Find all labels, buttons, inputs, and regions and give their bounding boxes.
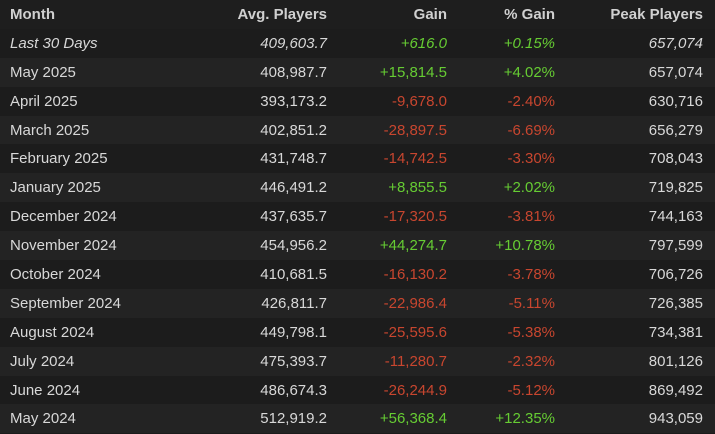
table-cell: 719,825 bbox=[648, 179, 703, 197]
table-cell: -5.11% bbox=[508, 294, 555, 312]
table-cell: 431,748.7 bbox=[260, 150, 327, 168]
table-cell: 734,381 bbox=[648, 323, 703, 341]
table-cell: -3.78% bbox=[507, 265, 555, 283]
table-row: January 2025 446,491.2 +8,855.5 +2.02% 719,8… bbox=[0, 173, 715, 203]
table-cell: April 2025 bbox=[10, 92, 78, 110]
table-cell: -5.38% bbox=[507, 323, 555, 341]
table-row: June 2024 486,674.3 -26,244.9 -5.12% 869,492 bbox=[0, 375, 715, 405]
table-cell: July 2024 bbox=[10, 352, 75, 370]
table-cell: 437,635.7 bbox=[260, 208, 327, 226]
table-cell: 402,851.2 bbox=[260, 121, 327, 139]
table-cell: -11,280.7 bbox=[384, 352, 447, 370]
table-cell: 656,279 bbox=[648, 121, 703, 139]
table-cell: 797,599 bbox=[648, 237, 703, 255]
table-cell: +616.0 bbox=[400, 34, 447, 52]
table-row: December 2024 437,635.7 -17,320.5 -3.81% 744… bbox=[0, 202, 715, 232]
table-cell: 408,987.7 bbox=[260, 63, 327, 81]
table-cell: 475,393.7 bbox=[260, 352, 327, 370]
table-cell: +12.35% bbox=[495, 410, 555, 428]
header-cell: % Gain bbox=[504, 5, 555, 23]
table-cell: -2.40% bbox=[507, 92, 555, 110]
table-cell: October 2024 bbox=[10, 265, 101, 283]
table-row: August 2024 449,798.1 -25,595.6 -5.38% 734,3… bbox=[0, 317, 715, 347]
table-cell: +15,814.5 bbox=[379, 63, 447, 81]
table-cell: -25,595.6 bbox=[383, 323, 447, 341]
table-cell: 486,674.3 bbox=[260, 381, 327, 399]
table-row: May 2025 408,987.7 +15,814.5 +4.02% 657,074 bbox=[0, 57, 715, 87]
table-cell: 393,173.2 bbox=[260, 92, 327, 110]
table-cell: May 2025 bbox=[10, 63, 76, 81]
header-cell: Gain bbox=[413, 5, 447, 23]
table-cell: 454,956.2 bbox=[260, 237, 327, 255]
table-cell: 869,492 bbox=[648, 381, 703, 399]
table-cell: December 2024 bbox=[10, 208, 117, 226]
table-cell: +44,274.7 bbox=[379, 237, 447, 255]
header-row: Month Avg. Players Gain % Gain Peak Players bbox=[0, 0, 715, 29]
table-cell: -2.32% bbox=[507, 352, 555, 370]
header-cell: Peak Players bbox=[610, 5, 703, 23]
table-cell: May 2024 bbox=[10, 410, 76, 428]
table-cell: 630,716 bbox=[648, 92, 703, 110]
table-cell: 744,163 bbox=[648, 208, 703, 226]
table-row: September 2024 426,811.7 -22,986.4 -5.11% 72… bbox=[0, 288, 715, 318]
table-cell: 449,798.1 bbox=[260, 323, 327, 341]
table-cell: 943,059 bbox=[648, 410, 703, 428]
table-cell: March 2025 bbox=[10, 121, 90, 139]
table-cell: 657,074 bbox=[648, 34, 703, 52]
table-cell: 410,681.5 bbox=[260, 265, 327, 283]
table-cell: June 2024 bbox=[10, 381, 81, 399]
table-cell: -3.81% bbox=[507, 208, 555, 226]
table-row: Last 30 Days 409,603.7 +616.0 +0.15% 657,074 bbox=[0, 28, 715, 58]
table-cell: +0.15% bbox=[503, 34, 555, 52]
table-cell: February 2025 bbox=[10, 150, 108, 168]
table-cell: -28,897.5 bbox=[383, 121, 447, 139]
table-cell: +10.78% bbox=[495, 237, 555, 255]
table-cell: 657,074 bbox=[648, 63, 703, 81]
table-cell: -14,742.5 bbox=[383, 150, 447, 168]
table-cell: 512,919.2 bbox=[260, 410, 327, 428]
table-cell: 708,043 bbox=[648, 150, 703, 168]
table-row: May 2024 512,919.2 +56,368.4 +12.35% 943,059 bbox=[0, 404, 715, 434]
table-cell: August 2024 bbox=[10, 323, 95, 341]
table-cell: +4.02% bbox=[503, 63, 555, 81]
table-cell: -5.12% bbox=[507, 381, 555, 399]
table-cell: -6.69% bbox=[507, 121, 555, 139]
table-cell: -17,320.5 bbox=[383, 208, 447, 226]
table-cell: 801,126 bbox=[648, 352, 703, 370]
table-row: February 2025 431,748.7 -14,742.5 -3.30% 708… bbox=[0, 144, 715, 174]
table-cell: 446,491.2 bbox=[260, 179, 327, 197]
table-cell: 706,726 bbox=[648, 265, 703, 283]
table-cell: 426,811.7 bbox=[261, 294, 327, 312]
table-cell: -26,244.9 bbox=[383, 381, 447, 399]
table-cell: November 2024 bbox=[10, 237, 117, 255]
table-cell: -16,130.2 bbox=[383, 265, 447, 283]
header-cell: Month bbox=[10, 5, 55, 23]
table-cell: +8,855.5 bbox=[388, 179, 447, 197]
table-cell: 409,603.7 bbox=[260, 34, 327, 52]
header-cell: Avg. Players bbox=[237, 5, 328, 23]
table-row: March 2025 402,851.2 -28,897.5 -6.69% 656,27… bbox=[0, 115, 715, 145]
table-cell: September 2024 bbox=[10, 294, 121, 312]
table-cell: January 2025 bbox=[10, 179, 101, 197]
table-row: November 2024 454,956.2 +44,274.7 +10.78% 79… bbox=[0, 231, 715, 261]
table-row: October 2024 410,681.5 -16,130.2 -3.78% 706,… bbox=[0, 260, 715, 289]
table-cell: Last 30 Days bbox=[10, 34, 98, 52]
table-cell: -22,986.4 bbox=[383, 294, 447, 312]
table-row: April 2025 393,173.2 -9,678.0 -2.40% 630,716 bbox=[0, 86, 715, 116]
table-cell: +2.02% bbox=[503, 179, 555, 197]
table-row: July 2024 475,393.7 -11,280.7 -2.32% 801,126 bbox=[0, 346, 715, 376]
table-cell: 726,385 bbox=[648, 294, 703, 312]
table-cell: +56,368.4 bbox=[379, 410, 447, 428]
table-cell: -9,678.0 bbox=[391, 92, 447, 110]
table-cell: -3.30% bbox=[507, 150, 555, 168]
